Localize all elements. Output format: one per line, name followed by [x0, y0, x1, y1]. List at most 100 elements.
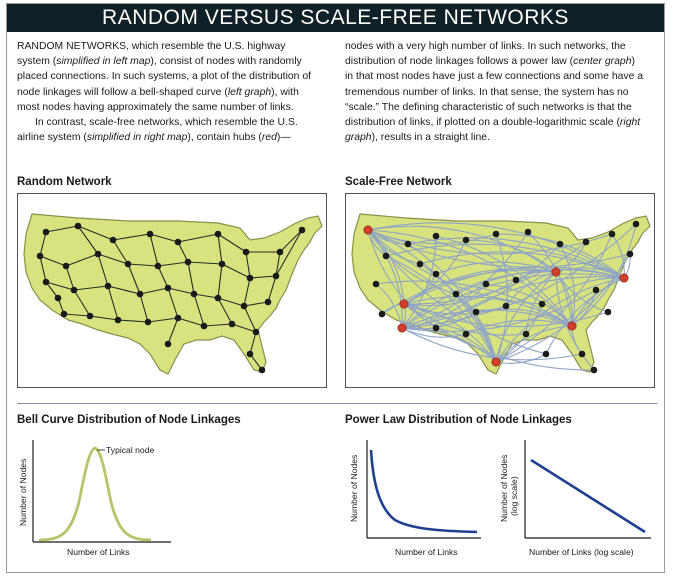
highway-edge — [157, 261, 189, 267]
airline-link — [475, 308, 573, 327]
network-node — [404, 240, 412, 248]
network-node — [632, 220, 640, 228]
scale-free-network-svg — [351, 213, 651, 375]
network-node — [482, 280, 490, 288]
highway-edge — [97, 253, 109, 287]
text-italic: left graph — [227, 86, 272, 98]
network-node — [378, 310, 386, 318]
highway-edge — [127, 263, 159, 267]
highway-edge — [45, 281, 75, 291]
highway-edge — [107, 285, 141, 295]
network-node — [582, 238, 590, 246]
text-italic: center graph — [573, 56, 632, 68]
highway-edge — [167, 317, 179, 345]
network-node — [104, 282, 112, 290]
highway-edge — [221, 263, 251, 279]
network-node — [42, 228, 50, 236]
highway-edge — [203, 323, 233, 327]
highway-edge — [243, 305, 257, 333]
airline-link — [435, 261, 557, 275]
airline-link — [367, 229, 547, 355]
highway-edge — [139, 287, 169, 295]
highway-edge — [187, 261, 195, 295]
hub-node — [619, 273, 629, 283]
airline-links — [367, 222, 637, 371]
airline-link — [401, 327, 497, 363]
network-node — [154, 262, 162, 270]
text-span: ), consist of nodes with randomly placed… — [17, 56, 311, 98]
airline-link — [505, 271, 557, 307]
airline-link — [385, 255, 497, 363]
network-node — [54, 294, 62, 302]
network-node — [184, 258, 192, 266]
text-span: ), contain hubs ( — [187, 132, 262, 144]
network-node — [228, 320, 236, 328]
airline-link — [419, 251, 625, 279]
network-node — [246, 350, 254, 358]
network-node — [432, 324, 440, 332]
airline-link — [367, 222, 625, 279]
network-node — [146, 230, 154, 238]
airline-link — [367, 225, 557, 273]
log-log-line — [530, 458, 646, 534]
highway-edge — [243, 301, 269, 307]
network-node — [276, 248, 284, 256]
highway-edge — [167, 287, 179, 319]
text-italic: simplified in right map — [86, 132, 188, 144]
airline-link — [385, 243, 625, 279]
scale-free-network-title: Scale-Free Network — [345, 176, 452, 188]
airline-link — [403, 279, 517, 307]
random-network-map — [17, 193, 327, 388]
network-node — [608, 230, 616, 238]
airline-link — [401, 289, 597, 333]
network-node — [462, 330, 470, 338]
x-axis-label: Number of Links — [395, 547, 458, 557]
typical-node-label: Typical node — [106, 445, 154, 455]
highway-edge — [63, 313, 91, 317]
airline-link — [401, 243, 561, 329]
figure-frame: RANDOM VERSUS SCALE-FREE NETWORKS RANDOM… — [6, 3, 665, 573]
hub-node — [397, 323, 407, 333]
power-law-center-graph: Number of Nodes Number of Links — [349, 440, 481, 557]
network-node — [174, 314, 182, 322]
highway-edge — [97, 253, 129, 265]
airline-link — [495, 233, 509, 363]
airline-link — [407, 237, 625, 279]
network-node — [592, 286, 600, 294]
network-node — [214, 294, 222, 302]
airline-link — [401, 311, 477, 330]
airline-link — [403, 303, 527, 336]
highway-edge — [112, 239, 129, 265]
airline-link — [455, 293, 497, 363]
highway-nodes — [36, 222, 306, 374]
highway-edge — [249, 275, 277, 279]
highway-edge — [275, 251, 281, 277]
paragraph-3: nodes with a very high number of links. … — [345, 39, 645, 145]
bell-curve-graph: Typical node Number of Nodes Number of L… — [18, 440, 171, 557]
airline-link — [435, 276, 625, 329]
airline-link — [485, 283, 573, 327]
network-node — [502, 302, 510, 310]
airline-link — [541, 277, 625, 305]
network-node — [522, 330, 530, 338]
airline-link — [435, 235, 573, 327]
highway-edge — [89, 315, 119, 321]
airline-link — [403, 268, 557, 305]
scale-free-network-map — [345, 193, 655, 388]
highway-edge — [267, 275, 277, 303]
highway-edge — [147, 317, 179, 323]
network-node — [164, 284, 172, 292]
network-node — [70, 286, 78, 294]
highway-edges — [39, 225, 303, 371]
network-node — [94, 250, 102, 258]
highway-edge — [217, 263, 223, 299]
highway-edge — [279, 229, 303, 253]
network-node — [462, 236, 470, 244]
airline-link — [545, 277, 625, 355]
network-node — [190, 290, 198, 298]
section-divider — [17, 403, 657, 404]
network-node — [372, 280, 380, 288]
network-node — [144, 318, 152, 326]
network-node — [538, 300, 546, 308]
hub-node — [551, 267, 561, 277]
